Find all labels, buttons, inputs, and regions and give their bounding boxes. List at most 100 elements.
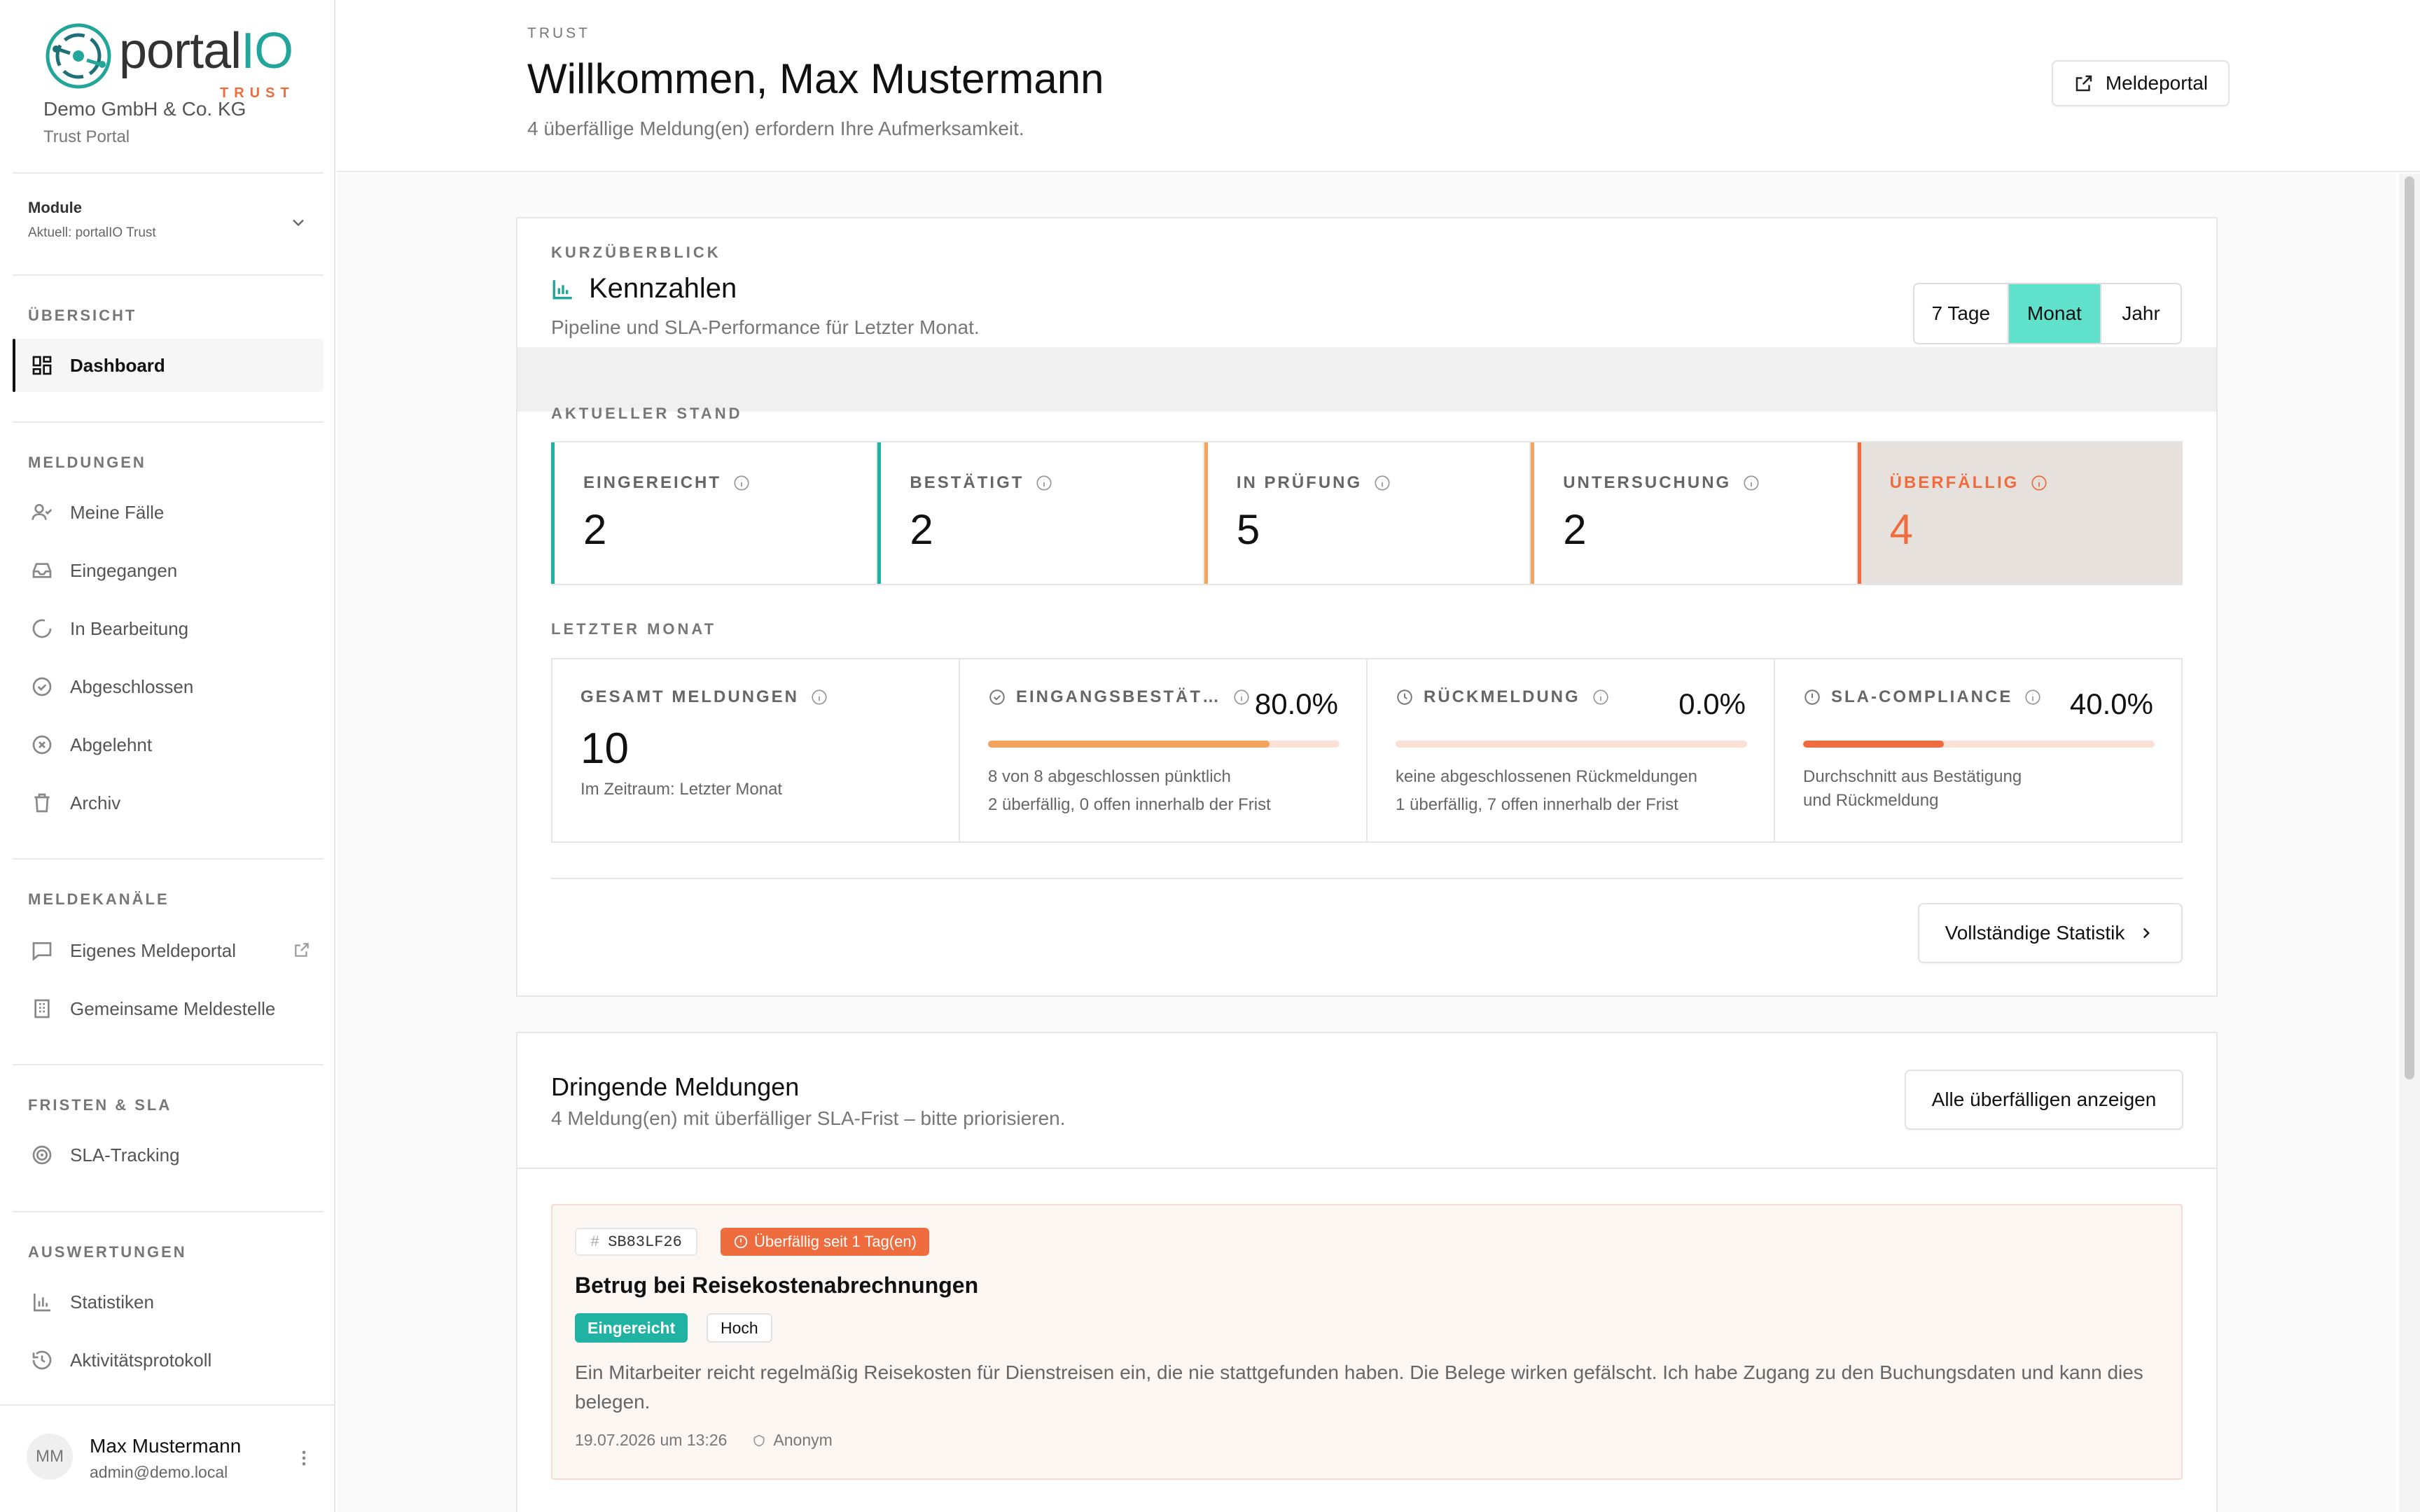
dashboard-icon — [32, 356, 52, 375]
metric-progress-track — [1803, 741, 2155, 748]
sidebar-item-label: In Bearbeitung — [70, 617, 189, 639]
stat-label: IN PRÜFUNG — [1237, 473, 1391, 493]
status-badge: Eingereicht — [575, 1313, 688, 1343]
sidebar-divider — [13, 1211, 324, 1212]
urgent-divider — [517, 1168, 2216, 1169]
history-icon — [32, 1350, 52, 1370]
sidebar-item-shared-office[interactable]: Gemeinsame Meldestelle — [13, 982, 324, 1035]
overdue-badge: Überfällig seit 1 Tag(en) — [721, 1228, 929, 1256]
info-icon — [1375, 475, 1390, 491]
metric-progress-track — [988, 741, 1340, 748]
check-circle-icon — [989, 690, 1005, 705]
stat-accent-bar — [551, 442, 555, 584]
stat-confirmed[interactable]: BESTÄTIGT 2 — [877, 442, 1204, 584]
alert-circle-icon — [1804, 690, 1820, 705]
target-icon — [32, 1145, 52, 1165]
chevron-down-icon — [293, 219, 304, 227]
external-link-icon — [2075, 75, 2092, 92]
sidebar-item-archive[interactable]: Archiv — [13, 776, 324, 830]
main-scrollbar[interactable] — [2399, 174, 2420, 1512]
kpi-divider — [551, 878, 2183, 879]
stat-value: 4 — [1889, 506, 1913, 553]
sidebar-item-activity-log[interactable]: Aktivitätsprotokoll — [13, 1334, 324, 1387]
stat-label: BESTÄTIGT — [910, 473, 1053, 493]
stat-value: 2 — [910, 506, 933, 553]
urgent-case-item[interactable]: # SB83LF26 Überfällig seit 1 Tag(en) Betr… — [551, 1204, 2183, 1480]
nav-section-reports: MELDUNGEN — [28, 454, 146, 471]
stat-value: 2 — [583, 506, 607, 553]
sidebar-item-statistics[interactable]: Statistiken — [13, 1275, 324, 1329]
sidebar-item-label: Archiv — [70, 792, 121, 813]
meldeportal-button[interactable]: Meldeportal — [2052, 60, 2230, 106]
stat-overdue[interactable]: ÜBERFÄLLIG 4 — [1857, 442, 2183, 584]
sidebar-divider — [13, 274, 324, 276]
nav-section-channels: MELDEKANÄLE — [28, 890, 169, 908]
clock-icon — [1397, 690, 1412, 705]
info-icon — [812, 690, 827, 705]
loader-icon — [32, 619, 52, 638]
sidebar-item-label: Statistiken — [70, 1291, 154, 1312]
portalio-logo[interactable]: portalIO TRUST — [43, 21, 310, 101]
metric-sla-compliance: SLA-COMPLIANCE 40.0% Durchschnitt aus Be… — [1775, 659, 2181, 841]
avatar: MM — [27, 1434, 73, 1480]
urgent-reports-card: Dringende Meldungen 4 Meldung(en) mit üb… — [516, 1032, 2218, 1512]
sidebar-item-own-portal[interactable]: Eigenes Meldeportal — [13, 924, 324, 977]
bar-chart-icon — [34, 1294, 50, 1312]
module-switcher[interactable]: Module Aktuell: portalIO Trust — [28, 199, 308, 249]
show-all-overdue-label: Alle überfälligen anzeigen — [1931, 1088, 2157, 1110]
scrollbar-thumb[interactable] — [2405, 176, 2414, 1079]
stat-label: ÜBERFÄLLIG — [1890, 473, 2049, 493]
stat-submitted[interactable]: EINGEREICHT 2 — [551, 442, 878, 584]
stat-accent-bar — [1531, 442, 1535, 584]
range-option-7-tage[interactable]: 7 Tage — [1914, 284, 2009, 343]
building-icon — [34, 999, 50, 1018]
range-option-jahr[interactable]: Jahr — [2122, 302, 2160, 324]
sidebar-item-my-cases[interactable]: Meine Fälle — [13, 486, 324, 539]
show-all-overdue-button[interactable]: Alle überfälligen anzeigen — [1905, 1070, 2183, 1130]
sidebar-item-label: Aktivitätsprotokoll — [70, 1349, 212, 1371]
sidebar-item-incoming[interactable]: Eingegangen — [13, 544, 324, 597]
sidebar-item-dashboard[interactable]: Dashboard — [13, 339, 324, 392]
anonymous-icon — [753, 1434, 765, 1446]
user-email: admin@demo.local — [90, 1463, 228, 1481]
nav-section-overview: ÜBERSICHT — [28, 307, 137, 324]
message-square-icon — [32, 942, 52, 961]
case-date: 19.07.2026 um 13:26 — [575, 1431, 728, 1449]
sidebar-item-closed[interactable]: Abgeschlossen — [13, 660, 324, 713]
sidebar-item-label: Abgelehnt — [70, 734, 153, 755]
stat-label: UNTERSUCHUNG — [1563, 473, 1760, 493]
user-profile[interactable]: MM Max Mustermann admin@demo.local — [27, 1429, 314, 1485]
info-icon — [1234, 690, 1249, 705]
more-vertical-icon[interactable] — [294, 1446, 314, 1470]
sidebar-item-label: Gemeinsame Meldestelle — [70, 997, 276, 1019]
stat-value: 2 — [1563, 506, 1587, 553]
range-option-monat[interactable]: Monat — [2008, 284, 2102, 343]
metric-percent: 0.0% — [1678, 687, 1746, 720]
urgent-subtitle: 4 Meldung(en) mit überfälliger SLA-Frist… — [551, 1107, 1066, 1129]
info-icon — [1744, 475, 1759, 491]
logo-trust-label: TRUST — [220, 85, 295, 101]
sidebar-item-sla-tracking[interactable]: SLA-Tracking — [13, 1128, 324, 1182]
organization-name: Demo GmbH & Co. KG — [43, 98, 246, 120]
full-statistics-button[interactable]: Vollständige Statistik — [1918, 903, 2183, 963]
metric-label: GESAMT MELDUNGEN — [580, 687, 828, 707]
metric-progress-fill — [1803, 741, 1944, 748]
user-check-icon — [32, 504, 53, 520]
nav-section-deadlines: FRISTEN & SLA — [28, 1096, 172, 1114]
sidebar-item-rejected[interactable]: Abgelehnt — [13, 718, 324, 771]
urgent-title: Dringende Meldungen — [551, 1072, 800, 1101]
sidebar-divider — [13, 172, 324, 174]
stat-in-review[interactable]: IN PRÜFUNG 5 — [1204, 442, 1531, 584]
metric-note: Im Zeitraum: Letzter Monat — [580, 780, 783, 799]
case-reporter: Anonym — [752, 1431, 833, 1450]
stat-investigation[interactable]: UNTERSUCHUNG 2 — [1531, 442, 1858, 584]
breadcrumb: TRUST — [527, 25, 590, 41]
metric-note: 1 überfällig, 7 offen innerhalb der Fris… — [1396, 795, 1678, 814]
metric-percent: 80.0% — [1254, 687, 1338, 720]
kpi-subtitle: Pipeline und SLA-Performance für Letzter… — [551, 316, 980, 338]
page-title: Willkommen, Max Mustermann — [527, 55, 1104, 102]
sidebar-item-in-progress[interactable]: In Bearbeitung — [13, 602, 324, 655]
sidebar-item-label: Meine Fälle — [70, 501, 165, 523]
organization-subtitle: Trust Portal — [43, 127, 130, 146]
trash-icon — [34, 793, 50, 813]
